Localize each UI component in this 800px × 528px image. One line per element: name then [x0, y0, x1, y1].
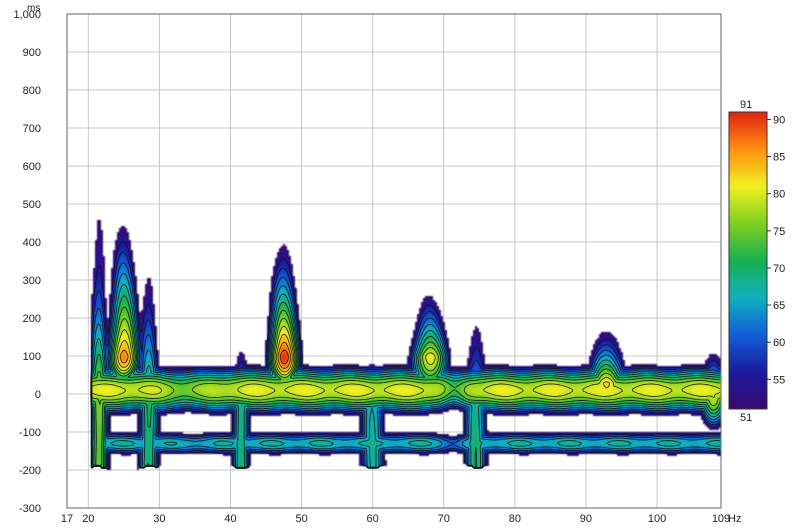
contour-line — [119, 341, 292, 369]
x-tick-label: 80 — [509, 513, 521, 525]
colorbar-tick-label: 85 — [773, 152, 785, 164]
x-tick-label: 40 — [224, 513, 236, 525]
colorbar: 91 51 55 60 65 70 75 80 85 90 — [728, 99, 785, 424]
x-tick-label: 30 — [153, 513, 165, 525]
contour-line — [279, 349, 289, 365]
contour-line — [91, 306, 721, 466]
x-tick-label: 70 — [438, 513, 450, 525]
y-tick-label: 900 — [23, 47, 41, 59]
contour-line — [90, 262, 721, 469]
y-tick-label: -300 — [19, 503, 41, 515]
y-tick-label: 100 — [23, 351, 41, 363]
colorbar-tick-label: 55 — [773, 374, 785, 386]
y-tick-label: 800 — [23, 85, 41, 97]
y-tick-label: 300 — [23, 275, 41, 287]
colorbar-tick-label: 65 — [773, 300, 785, 312]
colorbar-gradient — [728, 111, 768, 410]
colorbar-min-label: 51 — [740, 412, 752, 424]
x-tick-label: 109 — [712, 513, 730, 525]
x-tick-label: 17 — [61, 513, 73, 525]
colorbar-ticks: 55 60 65 70 75 80 85 90 — [767, 114, 785, 386]
contour-line — [90, 272, 721, 469]
colorbar-max-label: 91 — [740, 99, 752, 111]
y-tick-label: 700 — [23, 123, 41, 135]
colorbar-tick-label: 70 — [773, 263, 785, 275]
colorbar-tick-label: 60 — [773, 337, 785, 349]
x-tick-label: 90 — [580, 513, 592, 525]
plot-frame — [66, 13, 722, 509]
y-tick-label: -200 — [19, 465, 41, 477]
y-unit-label: ms — [27, 3, 40, 14]
contour-line — [91, 317, 721, 407]
colorbar-tick-label: 75 — [773, 226, 785, 238]
x-tick-label: 50 — [295, 513, 307, 525]
contour-line — [91, 325, 721, 399]
contour-line — [90, 240, 721, 471]
y-tick-label: 1,000 — [13, 9, 41, 21]
y-tick-label: 600 — [23, 161, 41, 173]
x-tick-label: 20 — [82, 513, 94, 525]
x-tick-label: 100 — [648, 513, 666, 525]
contour-line — [117, 333, 611, 389]
y-tick-label: 200 — [23, 313, 41, 325]
contour-lines — [90, 240, 721, 471]
x-tick-label: 60 — [367, 513, 379, 525]
contour-line — [90, 283, 721, 468]
colorbar-tick-label: 80 — [773, 189, 785, 201]
plot-area — [67, 14, 721, 508]
y-tick-label: 500 — [23, 199, 41, 211]
x-axis: 17 20 30 40 50 60 70 80 90 100 109 — [61, 513, 730, 525]
x-unit-label: Hz — [728, 513, 741, 525]
contour-line — [91, 295, 721, 468]
y-tick-label: 0 — [35, 389, 41, 401]
y-tick-label: -100 — [19, 427, 41, 439]
heatmap-image — [67, 14, 721, 508]
y-tick-label: 400 — [23, 237, 41, 249]
y-axis: -300 -200 -100 0 100 200 300 400 500 600 700 800 900… — [13, 9, 41, 515]
colorbar-tick-label: 90 — [773, 114, 785, 126]
